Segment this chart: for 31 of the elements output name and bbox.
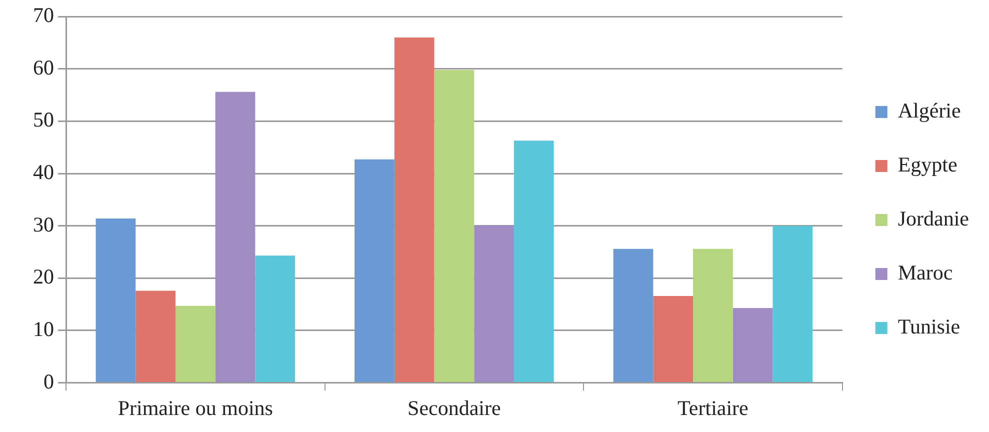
- bar: [175, 306, 216, 382]
- x-tick-label: Primaire ou moins: [118, 396, 273, 420]
- bar: [772, 226, 813, 382]
- bar: [136, 290, 176, 382]
- x-tick-label: Tertiaire: [678, 396, 748, 420]
- y-tick-label: 40: [33, 160, 54, 184]
- bar: [653, 296, 694, 382]
- legend-label: Jordanie: [898, 206, 970, 231]
- bar: [434, 70, 474, 382]
- legend-label: Maroc: [898, 260, 953, 285]
- bar: [255, 256, 296, 382]
- x-tick-label: Secondaire: [408, 396, 501, 420]
- legend-label: Egypte: [898, 152, 958, 177]
- bar: [215, 92, 256, 382]
- bar: [354, 159, 394, 382]
- bar: [474, 225, 514, 382]
- bar: [613, 248, 654, 382]
- y-tick-label: 50: [33, 108, 54, 132]
- bar: [693, 248, 733, 382]
- bar: [96, 218, 136, 382]
- legend-label: Algérie: [898, 98, 961, 123]
- y-tick-label: 0: [44, 369, 54, 394]
- bar: [394, 38, 434, 382]
- bar: [514, 140, 554, 382]
- legend-label: Tunisie: [898, 314, 960, 339]
- y-tick-label: 60: [33, 55, 54, 80]
- y-tick-label: 10: [33, 317, 54, 341]
- bar: [732, 308, 773, 382]
- y-tick-label: 30: [33, 212, 54, 236]
- y-tick-label: 20: [33, 264, 54, 289]
- y-tick-label: 70: [33, 3, 54, 28]
